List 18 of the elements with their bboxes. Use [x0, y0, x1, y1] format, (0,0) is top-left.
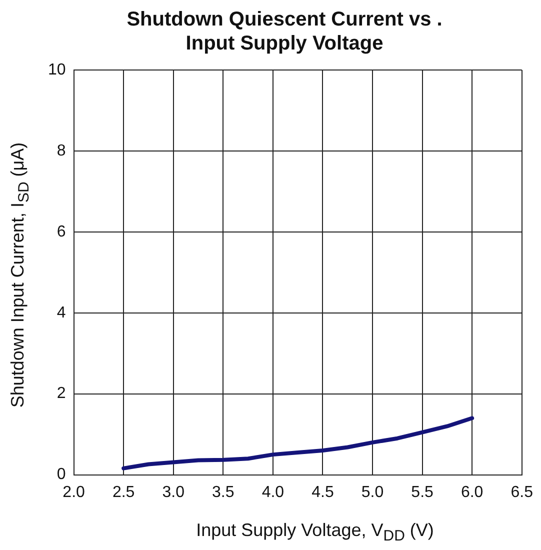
x-tick-label: 4.5 [312, 484, 334, 501]
x-tick-label: 6.5 [510, 484, 534, 501]
x-tick-label: 5.5 [411, 484, 434, 501]
chart-title: Shutdown Quiescent Current vs . Input Supply Voltage [126, 8, 442, 55]
x-tick-label: 2.0 [62, 484, 86, 501]
x-tick-label: 3.5 [212, 484, 234, 501]
x-tick-label: 6.0 [460, 484, 484, 501]
x-axis-title: Input Supply Voltage, V$_{DD}$ (V) [195, 520, 435, 545]
x-tick-label: 2.5 [112, 484, 135, 501]
x-tick-label: 5.0 [361, 484, 384, 501]
x-tick-label: 4.0 [262, 484, 284, 501]
y-tick-label: 2 [56, 385, 66, 402]
x-tick-label: 3.0 [162, 484, 185, 501]
y-tick-label: 0 [56, 466, 66, 484]
y-tick-label: 4 [56, 304, 66, 322]
y-tick-label: 8 [56, 142, 66, 160]
y-tick-label: 6 [56, 223, 66, 240]
y-tick-label: 10 [48, 61, 66, 78]
